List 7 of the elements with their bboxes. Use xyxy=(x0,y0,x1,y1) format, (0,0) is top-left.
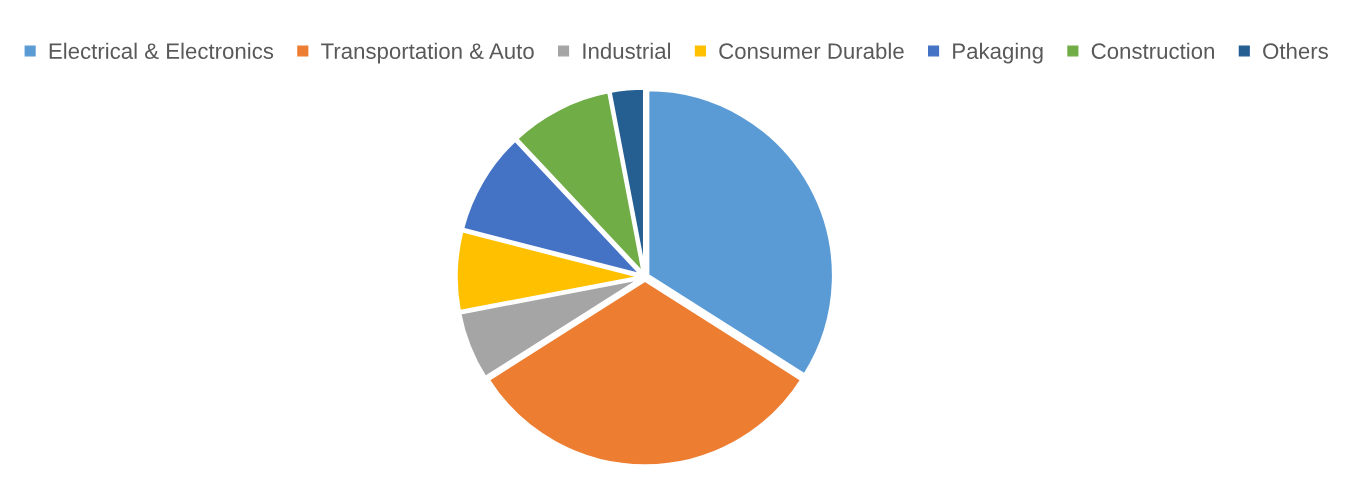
legend-label: Construction xyxy=(1091,42,1214,59)
legend-label: Industrial xyxy=(583,42,671,59)
legend-label: Pakaging xyxy=(953,42,1043,64)
legend-label: Others xyxy=(1263,42,1328,59)
legend-label: Transportation & Auto xyxy=(321,42,534,64)
legend-label: Electrical & Electronics xyxy=(49,42,274,59)
legend-label: Consumer Durable xyxy=(719,42,904,59)
